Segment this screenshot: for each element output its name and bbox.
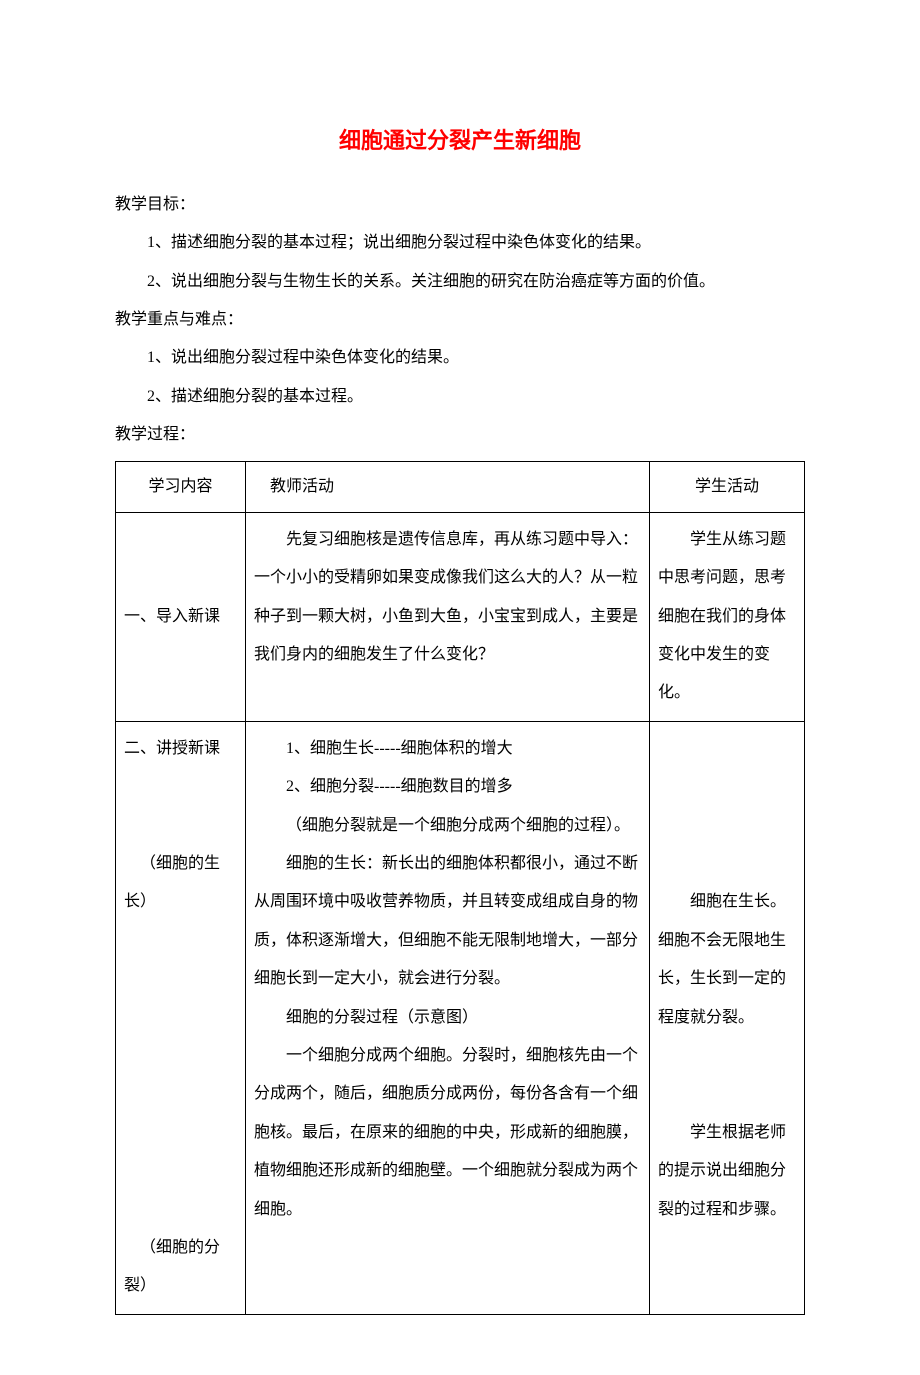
cell-text: 一、导入新课 <box>124 598 237 636</box>
table-row: 二、讲授新课 （细胞的生长） （细胞的分裂） 1、细胞生长-----细胞体积的增… <box>116 721 805 1314</box>
cell-text <box>658 845 796 883</box>
cell-text: 1、细胞生长-----细胞体积的增大 <box>254 730 641 768</box>
cell-text: 学生根据老师的提示说出细胞分裂的过程和步骤。 <box>658 1114 796 1229</box>
cell-text: （细胞分裂就是一个细胞分成两个细胞的过程）。 <box>254 807 641 845</box>
process-label: 教学过程： <box>115 416 805 454</box>
cell-text: （细胞的分裂） <box>124 1229 237 1306</box>
lesson-table: 学习内容 教师活动 学生活动 一、导入新课 先复习细胞核是遗传信息库，再从练习题… <box>115 461 805 1315</box>
document-title: 细胞通过分裂产生新细胞 <box>115 115 805 168</box>
objective-item: 2、说出细胞分裂与生物生长的关系。关注细胞的研究在防治癌症等方面的价值。 <box>115 263 805 301</box>
cell-student: 细胞在生长。细胞不会无限地生长，生长到一定的程度就分裂。 学生根据老师的提示说出… <box>650 721 805 1314</box>
cell-text <box>124 1037 237 1075</box>
keypoint-item: 1、说出细胞分裂过程中染色体变化的结果。 <box>115 339 805 377</box>
cell-text <box>124 999 237 1037</box>
cell-text <box>658 730 796 768</box>
cell-content: 二、讲授新课 （细胞的生长） （细胞的分裂） <box>116 721 246 1314</box>
cell-text <box>658 1075 796 1113</box>
cell-text <box>658 807 796 845</box>
header-cell-student: 学生活动 <box>650 461 805 512</box>
objective-item: 1、描述细胞分裂的基本过程；说出细胞分裂过程中染色体变化的结果。 <box>115 224 805 262</box>
cell-text: （细胞的生长） <box>124 845 237 922</box>
cell-text: 学生从练习题中思考问题，思考细胞在我们的身体变化中发生的变化。 <box>658 521 796 713</box>
table-row: 一、导入新课 先复习细胞核是遗传信息库，再从练习题中导入：一个小小的受精卵如果变… <box>116 512 805 721</box>
cell-text: 一个细胞分成两个细胞。分裂时，细胞核先由一个分成两个，随后，细胞质分成两份，每份… <box>254 1037 641 1229</box>
cell-text <box>124 807 237 845</box>
header-cell-content: 学习内容 <box>116 461 246 512</box>
cell-text <box>658 1037 796 1075</box>
header-cell-teacher: 教师活动 <box>246 461 650 512</box>
cell-text <box>658 768 796 806</box>
cell-text: 2、细胞分裂-----细胞数目的增多 <box>254 768 641 806</box>
cell-text <box>124 768 237 806</box>
cell-text <box>124 1075 237 1113</box>
document-page: 细胞通过分裂产生新细胞 教学目标： 1、描述细胞分裂的基本过程；说出细胞分裂过程… <box>0 0 920 1375</box>
cell-text: 细胞的分裂过程（示意图） <box>254 999 641 1037</box>
cell-text: 先复习细胞核是遗传信息库，再从练习题中导入：一个小小的受精卵如果变成像我们这么大… <box>254 521 641 675</box>
cell-text <box>124 1191 237 1229</box>
cell-teacher: 1、细胞生长-----细胞体积的增大 2、细胞分裂-----细胞数目的增多 （细… <box>246 721 650 1314</box>
keypoints-label: 教学重点与难点： <box>115 301 805 339</box>
cell-text <box>124 922 237 960</box>
objectives-label: 教学目标： <box>115 186 805 224</box>
cell-text <box>124 1114 237 1152</box>
keypoint-item: 2、描述细胞分裂的基本过程。 <box>115 378 805 416</box>
cell-text <box>124 960 237 998</box>
cell-text: 二、讲授新课 <box>124 730 237 768</box>
cell-text: 细胞的生长：新长出的细胞体积都很小，通过不断从周围环境中吸收营养物质，并且转变成… <box>254 845 641 999</box>
table-header-row: 学习内容 教师活动 学生活动 <box>116 461 805 512</box>
cell-student: 学生从练习题中思考问题，思考细胞在我们的身体变化中发生的变化。 <box>650 512 805 721</box>
cell-text: 细胞在生长。细胞不会无限地生长，生长到一定的程度就分裂。 <box>658 883 796 1037</box>
cell-teacher: 先复习细胞核是遗传信息库，再从练习题中导入：一个小小的受精卵如果变成像我们这么大… <box>246 512 650 721</box>
cell-content: 一、导入新课 <box>116 512 246 721</box>
cell-text <box>124 1152 237 1190</box>
